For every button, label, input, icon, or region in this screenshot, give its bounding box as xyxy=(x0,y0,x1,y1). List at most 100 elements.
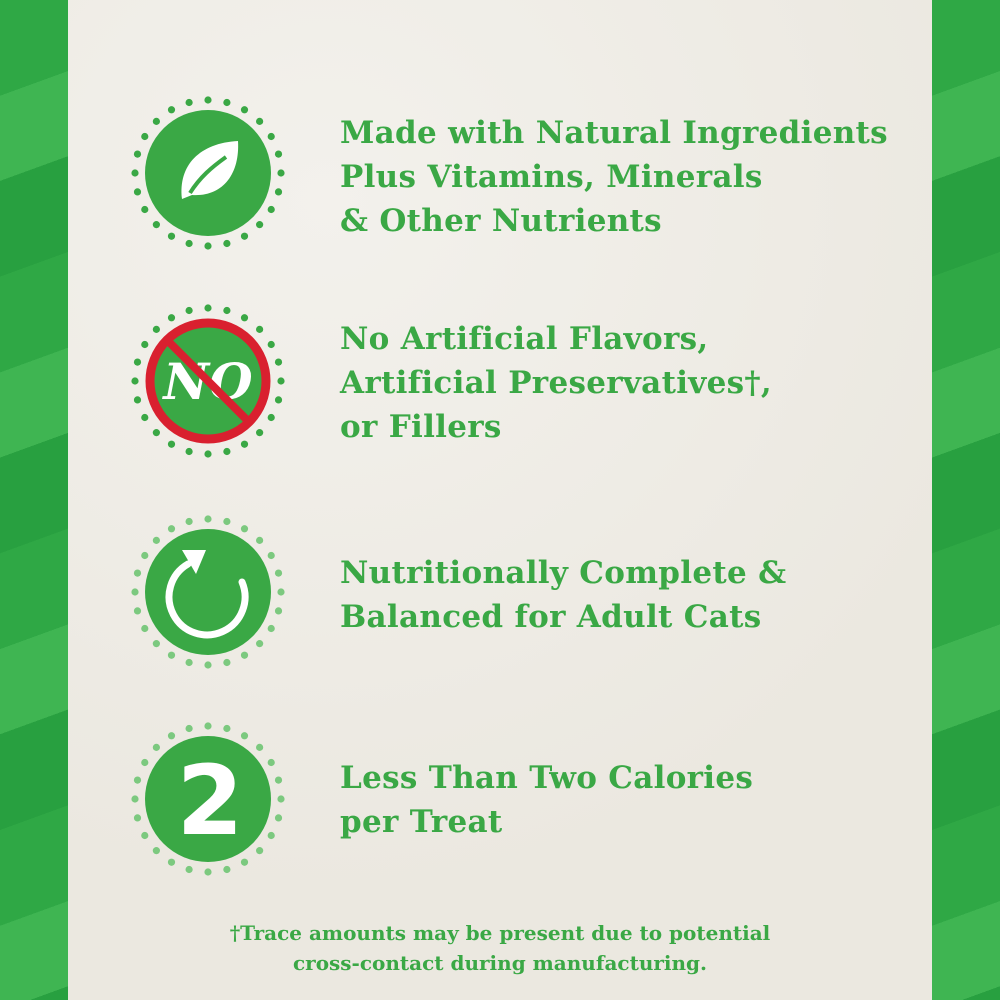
ring-dot xyxy=(204,515,212,523)
ring-dot xyxy=(167,732,176,740)
ring-dot xyxy=(277,588,285,596)
ring-dot xyxy=(267,758,275,767)
ring-dot xyxy=(167,858,176,866)
ring-dot xyxy=(267,340,275,349)
feature-line: Made with Natural Ingredients xyxy=(340,115,888,151)
ring-dot xyxy=(277,377,285,385)
ring-dot xyxy=(256,847,264,855)
ring-dot xyxy=(240,106,249,114)
ring-dot xyxy=(204,661,212,669)
ring-dot xyxy=(185,517,193,526)
ring-dot xyxy=(152,117,160,125)
ring-dot xyxy=(152,743,160,751)
ring-dot xyxy=(267,132,275,141)
ring-dot xyxy=(223,724,231,733)
ring-dot xyxy=(167,106,176,114)
ring-dot xyxy=(185,658,193,667)
ring-dot xyxy=(240,732,249,740)
ring-dot xyxy=(185,306,193,315)
ring-dot xyxy=(267,551,275,560)
ring-dot xyxy=(277,795,285,803)
left-green-border xyxy=(0,0,68,1000)
ring-dot xyxy=(133,150,142,158)
ring-dot xyxy=(185,447,193,456)
ring-dot xyxy=(240,858,249,866)
ring-dot xyxy=(185,239,193,248)
footnote: †Trace amounts may be present due to pot… xyxy=(0,918,1000,978)
number-two-icon: 2 xyxy=(131,722,285,876)
ring-dot xyxy=(141,624,149,633)
ring-dot xyxy=(267,831,275,840)
ring-dot xyxy=(152,536,160,544)
no-sign-icon: NO xyxy=(131,304,285,458)
ring-dot xyxy=(204,722,212,730)
feature-line: Balanced for Adult Cats xyxy=(340,599,762,635)
feature-line: & Other Nutrients xyxy=(340,203,662,239)
ring-dot xyxy=(152,429,160,437)
ring-dot xyxy=(256,536,264,544)
ring-dot xyxy=(185,865,193,874)
feature-line: Less Than Two Calories xyxy=(340,760,754,796)
ring-dot xyxy=(204,304,212,312)
feature-line: Plus Vitamins, Minerals xyxy=(340,159,763,195)
feature-line: per Treat xyxy=(340,804,503,840)
ring-dot xyxy=(274,569,283,577)
feature-line: or Fillers xyxy=(340,409,502,445)
ring-dot xyxy=(223,98,231,107)
ring-dot xyxy=(141,413,149,422)
feature-line: Nutritionally Complete & xyxy=(340,555,787,591)
ring-dot xyxy=(240,232,249,240)
ring-dot xyxy=(274,396,283,404)
ring-dot xyxy=(167,232,176,240)
ring-dot xyxy=(133,607,142,615)
ring-dot xyxy=(204,96,212,104)
ring-dot xyxy=(274,358,283,366)
ring-dot xyxy=(152,640,160,648)
ring-dot xyxy=(185,98,193,107)
ring-dot xyxy=(256,640,264,648)
ring-dot xyxy=(274,607,283,615)
ring-dot xyxy=(223,658,231,667)
ring-dot xyxy=(167,440,176,448)
ring-dot xyxy=(256,221,264,229)
ring-dot xyxy=(240,651,249,659)
feature-line: No Artificial Flavors, xyxy=(340,321,709,357)
ring-dot xyxy=(256,743,264,751)
ring-dot xyxy=(223,239,231,248)
ring-dot xyxy=(274,814,283,822)
ring-dot xyxy=(267,624,275,633)
ring-dot xyxy=(274,150,283,158)
refresh-circle-icon xyxy=(131,515,285,669)
ring-dot xyxy=(167,314,176,322)
ring-dot xyxy=(152,325,160,333)
ring-dot xyxy=(131,377,139,385)
ring-dot xyxy=(256,429,264,437)
ring-dot xyxy=(167,651,176,659)
ring-dot xyxy=(133,814,142,822)
leaf-icon xyxy=(131,96,285,250)
ring-dot xyxy=(133,358,142,366)
ring-dot xyxy=(133,396,142,404)
ring-dot xyxy=(131,588,139,596)
ring-dot xyxy=(240,314,249,322)
ring-dot xyxy=(223,447,231,456)
ring-dot xyxy=(277,169,285,177)
ring-dot xyxy=(133,188,142,196)
ring-dot xyxy=(223,517,231,526)
ring-dot xyxy=(185,724,193,733)
right-green-border xyxy=(932,0,1000,1000)
ring-dot xyxy=(256,117,264,125)
ring-dot xyxy=(167,525,176,533)
ring-dot xyxy=(141,132,149,141)
footnote-line: cross-contact during manufacturing. xyxy=(292,951,707,975)
ring-dot xyxy=(204,868,212,876)
ring-dot xyxy=(141,205,149,214)
footnote-line: †Trace amounts may be present due to pot… xyxy=(229,921,771,945)
ring-dot xyxy=(133,776,142,784)
ring-dot xyxy=(240,525,249,533)
two-text: 2 xyxy=(177,745,244,857)
ring-dot xyxy=(141,340,149,349)
ring-dot xyxy=(267,205,275,214)
ring-dot xyxy=(240,440,249,448)
ring-dot xyxy=(131,169,139,177)
